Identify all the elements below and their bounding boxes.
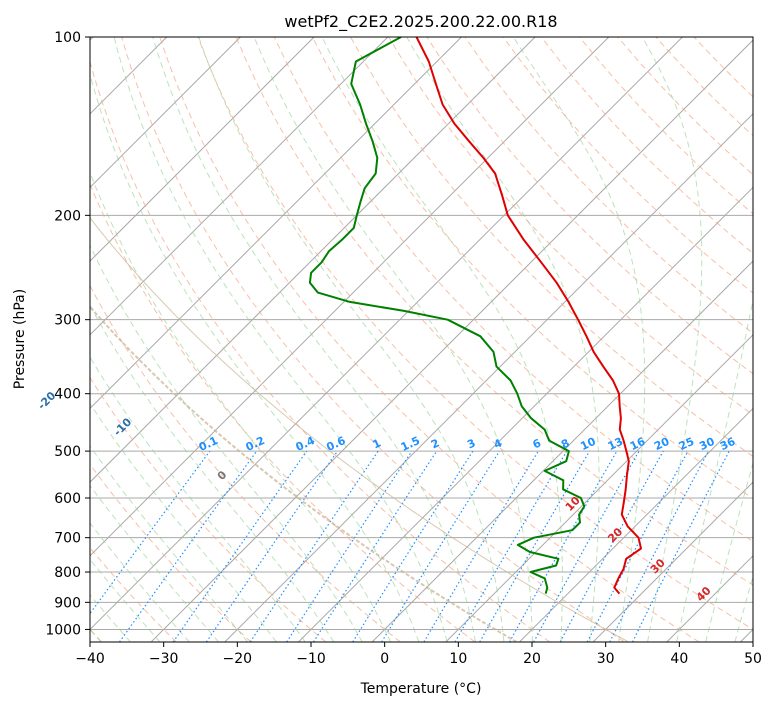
chart-title: wetPf2_C2E2.2025.200.22.00.R18 [284, 12, 557, 32]
mixing-ratio-label-12: 13 [606, 435, 625, 453]
plot-background [90, 37, 753, 642]
moist-adiabat-4 [90, 72, 420, 642]
moist-adiabat-40 [676, 296, 753, 642]
mixing-ratio-line-14 [559, 450, 664, 642]
isotherm--90 [90, 37, 315, 262]
mixing-ratio-line-6 [312, 450, 438, 642]
dry-adiabat-40 [159, 37, 700, 642]
y-tick-label-1000: 1000 [45, 622, 81, 638]
moist-adiabat-44 [705, 461, 753, 642]
y-tick-label-900: 900 [54, 595, 81, 611]
moist-adiabat-36 [641, 37, 703, 642]
mixing-ratio-line-3 [205, 450, 338, 642]
x-tick-label--10: −10 [296, 651, 326, 667]
moist-adiabat-20 [253, 37, 533, 642]
y-axis-title: Pressure (hPa) [12, 289, 28, 389]
isotherm--100 [90, 37, 241, 189]
mixing-ratio-label-13: 16 [628, 435, 648, 453]
mixing-ratio-line-7 [352, 450, 474, 642]
moist-adiabat--8 [90, 304, 335, 642]
y-tick-label-600: 600 [54, 491, 81, 507]
y-tick-label-300: 300 [54, 313, 81, 329]
moist-adiabat--16 [90, 402, 277, 642]
isotherm-10 [445, 334, 753, 642]
dry-adiabat-80 [311, 37, 753, 500]
isotherm--40 [90, 37, 683, 631]
moist-adiabat--28 [90, 522, 190, 642]
mixing-ratio-label-16: 30 [697, 435, 717, 453]
dry-adiabat-130 [502, 37, 753, 294]
x-tick-label--20: −20 [223, 651, 253, 667]
moist-adiabat-32 [512, 37, 646, 642]
moist-adiabat-24 [321, 37, 563, 642]
mixing-ratio-line-4 [249, 450, 379, 642]
dry-adiabat-20 [90, 60, 551, 642]
moist-adiabat-0 [90, 171, 391, 642]
axis-ticks: −40 −30 −20 −10 0 10 20 30 40 50 1000 900 800 700 600 5… [45, 30, 762, 667]
mixing-ratio-line-0 [90, 450, 211, 615]
boundary-curve-0 [90, 217, 629, 642]
isotherm--70 [90, 37, 462, 410]
dry-adiabat-60 [235, 37, 753, 586]
series-line-0 [415, 37, 642, 595]
dry-adiabat--20 [90, 463, 252, 642]
moist-adiabat-8 [113, 37, 448, 642]
moist-adiabat--36 [90, 593, 131, 642]
mixing-ratio-label-15: 25 [677, 435, 696, 453]
y-tick-label-100: 100 [54, 30, 81, 46]
isotherm--60 [90, 37, 536, 483]
moist-adiabat-48 [734, 574, 753, 642]
x-tick-label-30: 30 [597, 651, 615, 667]
moist-adiabat--4 [90, 244, 363, 642]
moist-adiabat--32 [90, 558, 161, 642]
dry-adiabat--10 [90, 376, 327, 642]
isotherm--20 [224, 113, 753, 642]
mixing-ratio-line-8 [381, 450, 501, 642]
y-tick-label-500: 500 [54, 444, 81, 460]
background-lines [90, 37, 753, 642]
boundary-curve-1 [90, 305, 518, 642]
dry-adiabat-50 [197, 37, 753, 630]
line-labels: 0.10.20.40.611.52346810131620253036-100-… [35, 389, 738, 604]
mixing-ratio-label-17: 36 [718, 435, 738, 453]
mixing-ratio-line-12 [509, 450, 618, 642]
x-tick-label-10: 10 [449, 651, 467, 667]
series-line-1 [308, 37, 586, 594]
x-tick-label-20: 20 [523, 651, 541, 667]
moist-adiabat-16 [198, 37, 505, 642]
mixing-ratio-line-2 [172, 450, 308, 642]
x-tick-label-0: 0 [380, 651, 389, 667]
moist-adiabat-12 [152, 37, 476, 642]
data-lines [308, 37, 642, 595]
isotherm-0 [371, 260, 753, 642]
y-tick-label-200: 200 [54, 208, 81, 224]
isotherm--30 [150, 39, 753, 642]
mixing-ratio-line-1 [119, 450, 258, 642]
isotherm-20 [519, 407, 753, 642]
mixing-ratio-line-13 [533, 450, 640, 642]
y-tick-label-800: 800 [54, 565, 81, 581]
dry-adiabat-70 [273, 37, 753, 543]
moist-adiabat--12 [90, 356, 306, 642]
mixing-ratio-label-14: 20 [652, 435, 672, 453]
moist-adiabat--24 [90, 484, 219, 642]
isotherm-30 [592, 481, 753, 642]
x-tick-label-40: 40 [670, 651, 688, 667]
mixing-ratio-line-17 [632, 450, 730, 642]
isotherm--80 [90, 37, 389, 336]
plot-frame [89, 36, 754, 643]
x-tick-label--30: −30 [149, 651, 179, 667]
x-tick-label--40: −40 [75, 651, 105, 667]
y-tick-label-700: 700 [54, 531, 81, 547]
moist-adiabat--20 [90, 445, 248, 642]
mixing-ratio-label-11: 10 [578, 435, 598, 453]
x-axis-title: Temperature (°C) [360, 681, 482, 697]
y-tick-label-400: 400 [54, 387, 81, 403]
mixing-ratio-line-5 [286, 450, 413, 642]
x-tick-label-50: 50 [744, 651, 762, 667]
moist-adiabat-28 [406, 37, 600, 642]
